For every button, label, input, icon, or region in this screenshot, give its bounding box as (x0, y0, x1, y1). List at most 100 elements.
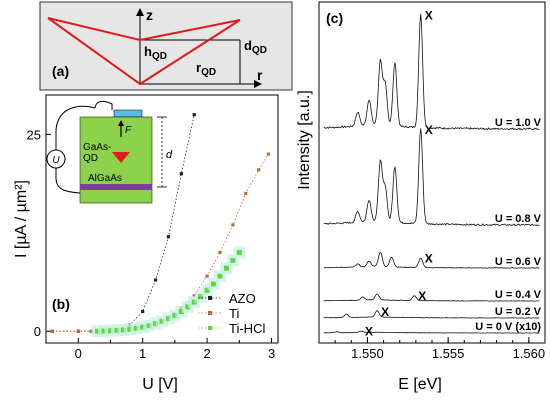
data-point-Ti-HCl (146, 323, 152, 329)
data-point-AZO (153, 278, 158, 282)
qd-shape-outline (47, 17, 241, 86)
panel-b-ticks: 0 1 2 3 0 25 (27, 127, 276, 361)
data-point-Ti (192, 294, 196, 298)
circuit-wire-top (94, 100, 113, 110)
data-point-Ti-HCl (114, 327, 120, 333)
d-qd-label: dQD (244, 38, 267, 56)
quantum-dot-icon (112, 152, 130, 163)
spectrum-line (323, 128, 540, 227)
data-point-Ti (205, 274, 209, 278)
legend-swatch (208, 326, 212, 330)
qd-label: QD (83, 153, 98, 164)
peak-marker: X (425, 8, 433, 22)
spectrum-label: U = 0.2 V (495, 306, 542, 318)
data-point-Ti (266, 152, 270, 156)
data-point-Ti-HCl (101, 328, 107, 334)
data-point-AZO (166, 235, 171, 239)
legend-entry: Ti-HCl (229, 321, 265, 336)
force-label: F (125, 125, 132, 136)
data-point-Ti-HCl (178, 309, 184, 315)
data-point-Ti-HCl (185, 304, 191, 310)
legend-swatch (208, 296, 212, 300)
panel-c-x-axis-label: E [eV] (398, 376, 442, 393)
qd-shape-outline-2 (47, 17, 241, 42)
x-tick-label: 3 (268, 346, 275, 361)
panel-b-label: (b) (52, 296, 70, 312)
legend-entry: Ti (229, 306, 239, 321)
panel-b: 0 1 2 3 0 25 (b) U [V] I [µA / µm²] U F GaAs-… (13, 94, 279, 393)
gaas-label: GaAs- (83, 142, 111, 153)
data-point-Ti-HCl (165, 316, 171, 322)
x-tick-label: 0 (75, 346, 82, 361)
x-tick-label: 1.555 (432, 346, 465, 361)
data-point-Ti-HCl (107, 328, 113, 334)
data-point-Ti-HCl (153, 321, 159, 327)
panel-c-data: X U = 1.0 V X U = 0.8 V X U = 0.6 V X U = 0.4 V… (323, 8, 542, 339)
r-qd-label: rQD (196, 60, 216, 78)
panel-b-x-axis-label: U [V] (142, 376, 178, 393)
data-point-Ti (89, 329, 93, 333)
z-axis-arrow (136, 8, 144, 16)
voltage-source-icon (46, 149, 66, 169)
data-point-Ti-HCl (236, 249, 242, 255)
peak-marker: X (381, 305, 389, 319)
panel-a: (a) z r hQD dQD rQD (39, 1, 293, 91)
x-tick-label: 1.550 (351, 346, 384, 361)
data-point-Ti-HCl (133, 325, 139, 331)
panel-c-y-axis-label: Intensity [a.u.] (296, 90, 313, 190)
data-point-Ti-HCl (127, 326, 133, 332)
spectrum-line (323, 293, 540, 302)
spectrum-line (323, 310, 540, 319)
algaas-label: AlGaAs (88, 173, 122, 184)
voltage-source-label: U (52, 155, 60, 166)
x-tick-label: 1 (139, 346, 146, 361)
r-axis-arrow (254, 80, 262, 88)
top-contact (113, 109, 143, 118)
data-point-AZO (179, 172, 183, 176)
force-arrow-head (118, 120, 124, 126)
data-point-Ti (231, 223, 235, 227)
r-label: r (257, 67, 263, 83)
data-point-Ti-HCl (172, 312, 178, 318)
data-point-Ti-HCl (95, 328, 101, 334)
data-point-Ti-HCl (211, 281, 217, 287)
y-tick-label: 25 (27, 127, 41, 142)
panel-b-plot-frame (45, 94, 279, 344)
h-qd-label: hQD (144, 44, 167, 62)
data-point-Ti (50, 329, 55, 333)
panel-c-label: (c) (326, 10, 343, 26)
data-point-Ti-HCl (230, 257, 236, 263)
panel-b-y-axis-label: I [µA / µm²] (13, 180, 30, 258)
data-point-Ti (76, 329, 80, 333)
data-point-Ti-HCl (223, 265, 229, 271)
data-point-Ti-HCl (140, 324, 146, 330)
panel-c-ticks: 1.550 1.555 1.560 (334, 337, 546, 361)
y-tick-label: 0 (34, 324, 41, 339)
data-point-Ti-HCl (191, 299, 197, 305)
spectrum-label: U = 1.0 V (495, 117, 542, 129)
data-point-Ti-HCl (204, 287, 210, 293)
data-point-Ti (244, 191, 248, 196)
data-point-Ti (218, 250, 222, 255)
data-point-AZO (141, 309, 145, 314)
z-label: z (146, 7, 153, 23)
depth-label: d (166, 149, 173, 161)
spectrum-line (323, 251, 540, 269)
algaas-layer (80, 184, 152, 190)
spectrum-label: U = 0.4 V (495, 289, 542, 301)
peak-marker: X (425, 123, 433, 137)
peak-marker: X (418, 289, 426, 303)
spectrum-line (323, 330, 540, 334)
data-point-AZO (192, 113, 196, 117)
panel-a-frame (39, 1, 293, 91)
inset-schematic: U F GaAs- QD AlGaAs d (46, 100, 173, 204)
data-point-Ti-HCl (159, 318, 165, 324)
panel-a-label: (a) (52, 63, 69, 79)
spectrum-label: U = 0.8 V (495, 213, 542, 225)
peak-marker: X (425, 252, 433, 266)
spectrum-label: U = 0 V (x10) (475, 321, 541, 333)
spectrum-label: U = 0.6 V (495, 256, 542, 268)
legend-swatch (208, 311, 212, 315)
